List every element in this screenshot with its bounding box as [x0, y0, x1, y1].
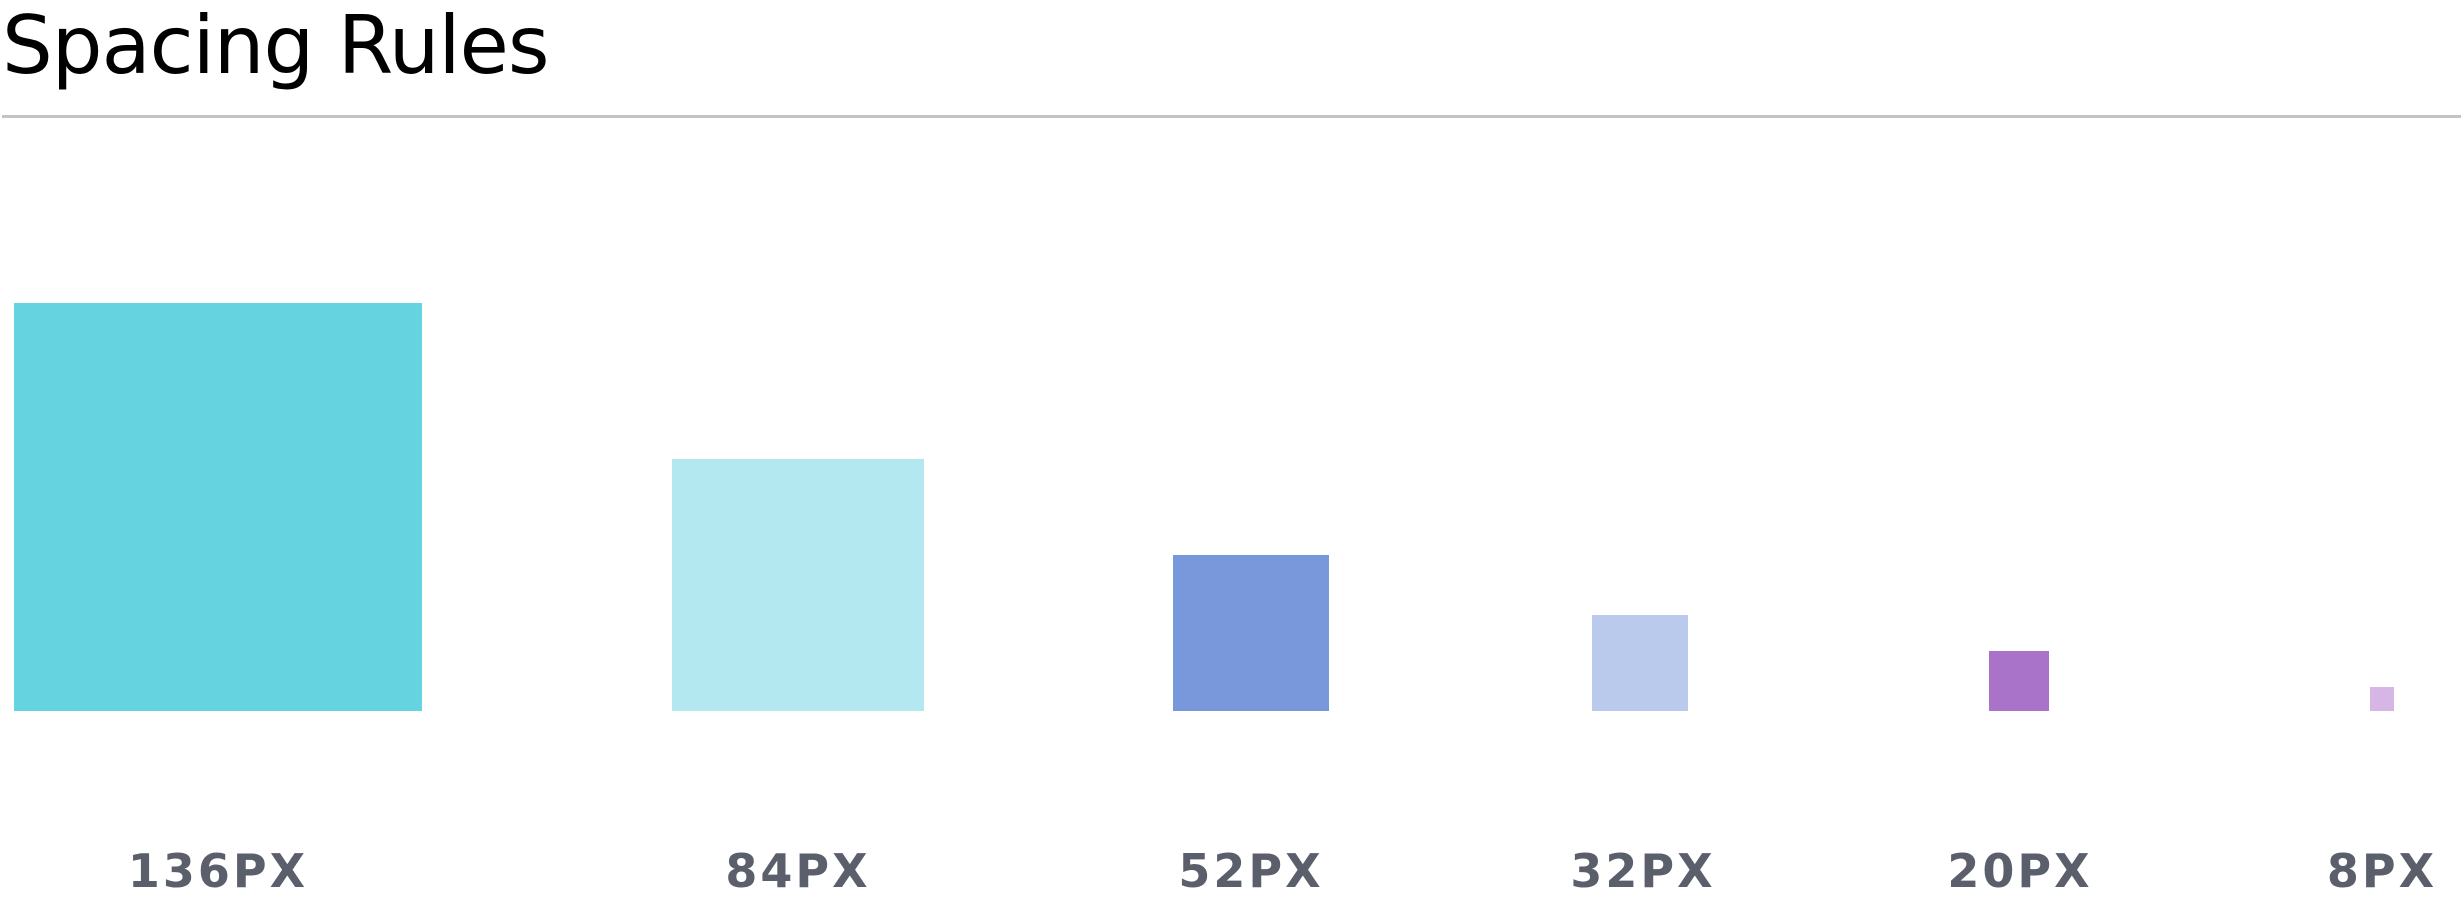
spacing-swatch-52 [1173, 555, 1329, 711]
page-title: Spacing Rules [2, 0, 550, 92]
spacing-label-20: 20PX [1947, 844, 2093, 898]
spacing-label-32: 32PX [1570, 844, 1716, 898]
spacing-swatch-8 [2370, 687, 2394, 711]
spacing-label-8: 8PX [2326, 844, 2438, 898]
spacing-label-136: 136PX [127, 844, 309, 898]
spacing-swatch-136 [14, 303, 422, 711]
spacing-swatch-84 [672, 459, 924, 711]
spacing-swatch-20 [1989, 651, 2049, 711]
spacing-label-52: 52PX [1178, 844, 1324, 898]
spacing-swatch-32 [1592, 615, 1688, 711]
title-divider [2, 115, 2461, 118]
spacing-label-84: 84PX [725, 844, 871, 898]
